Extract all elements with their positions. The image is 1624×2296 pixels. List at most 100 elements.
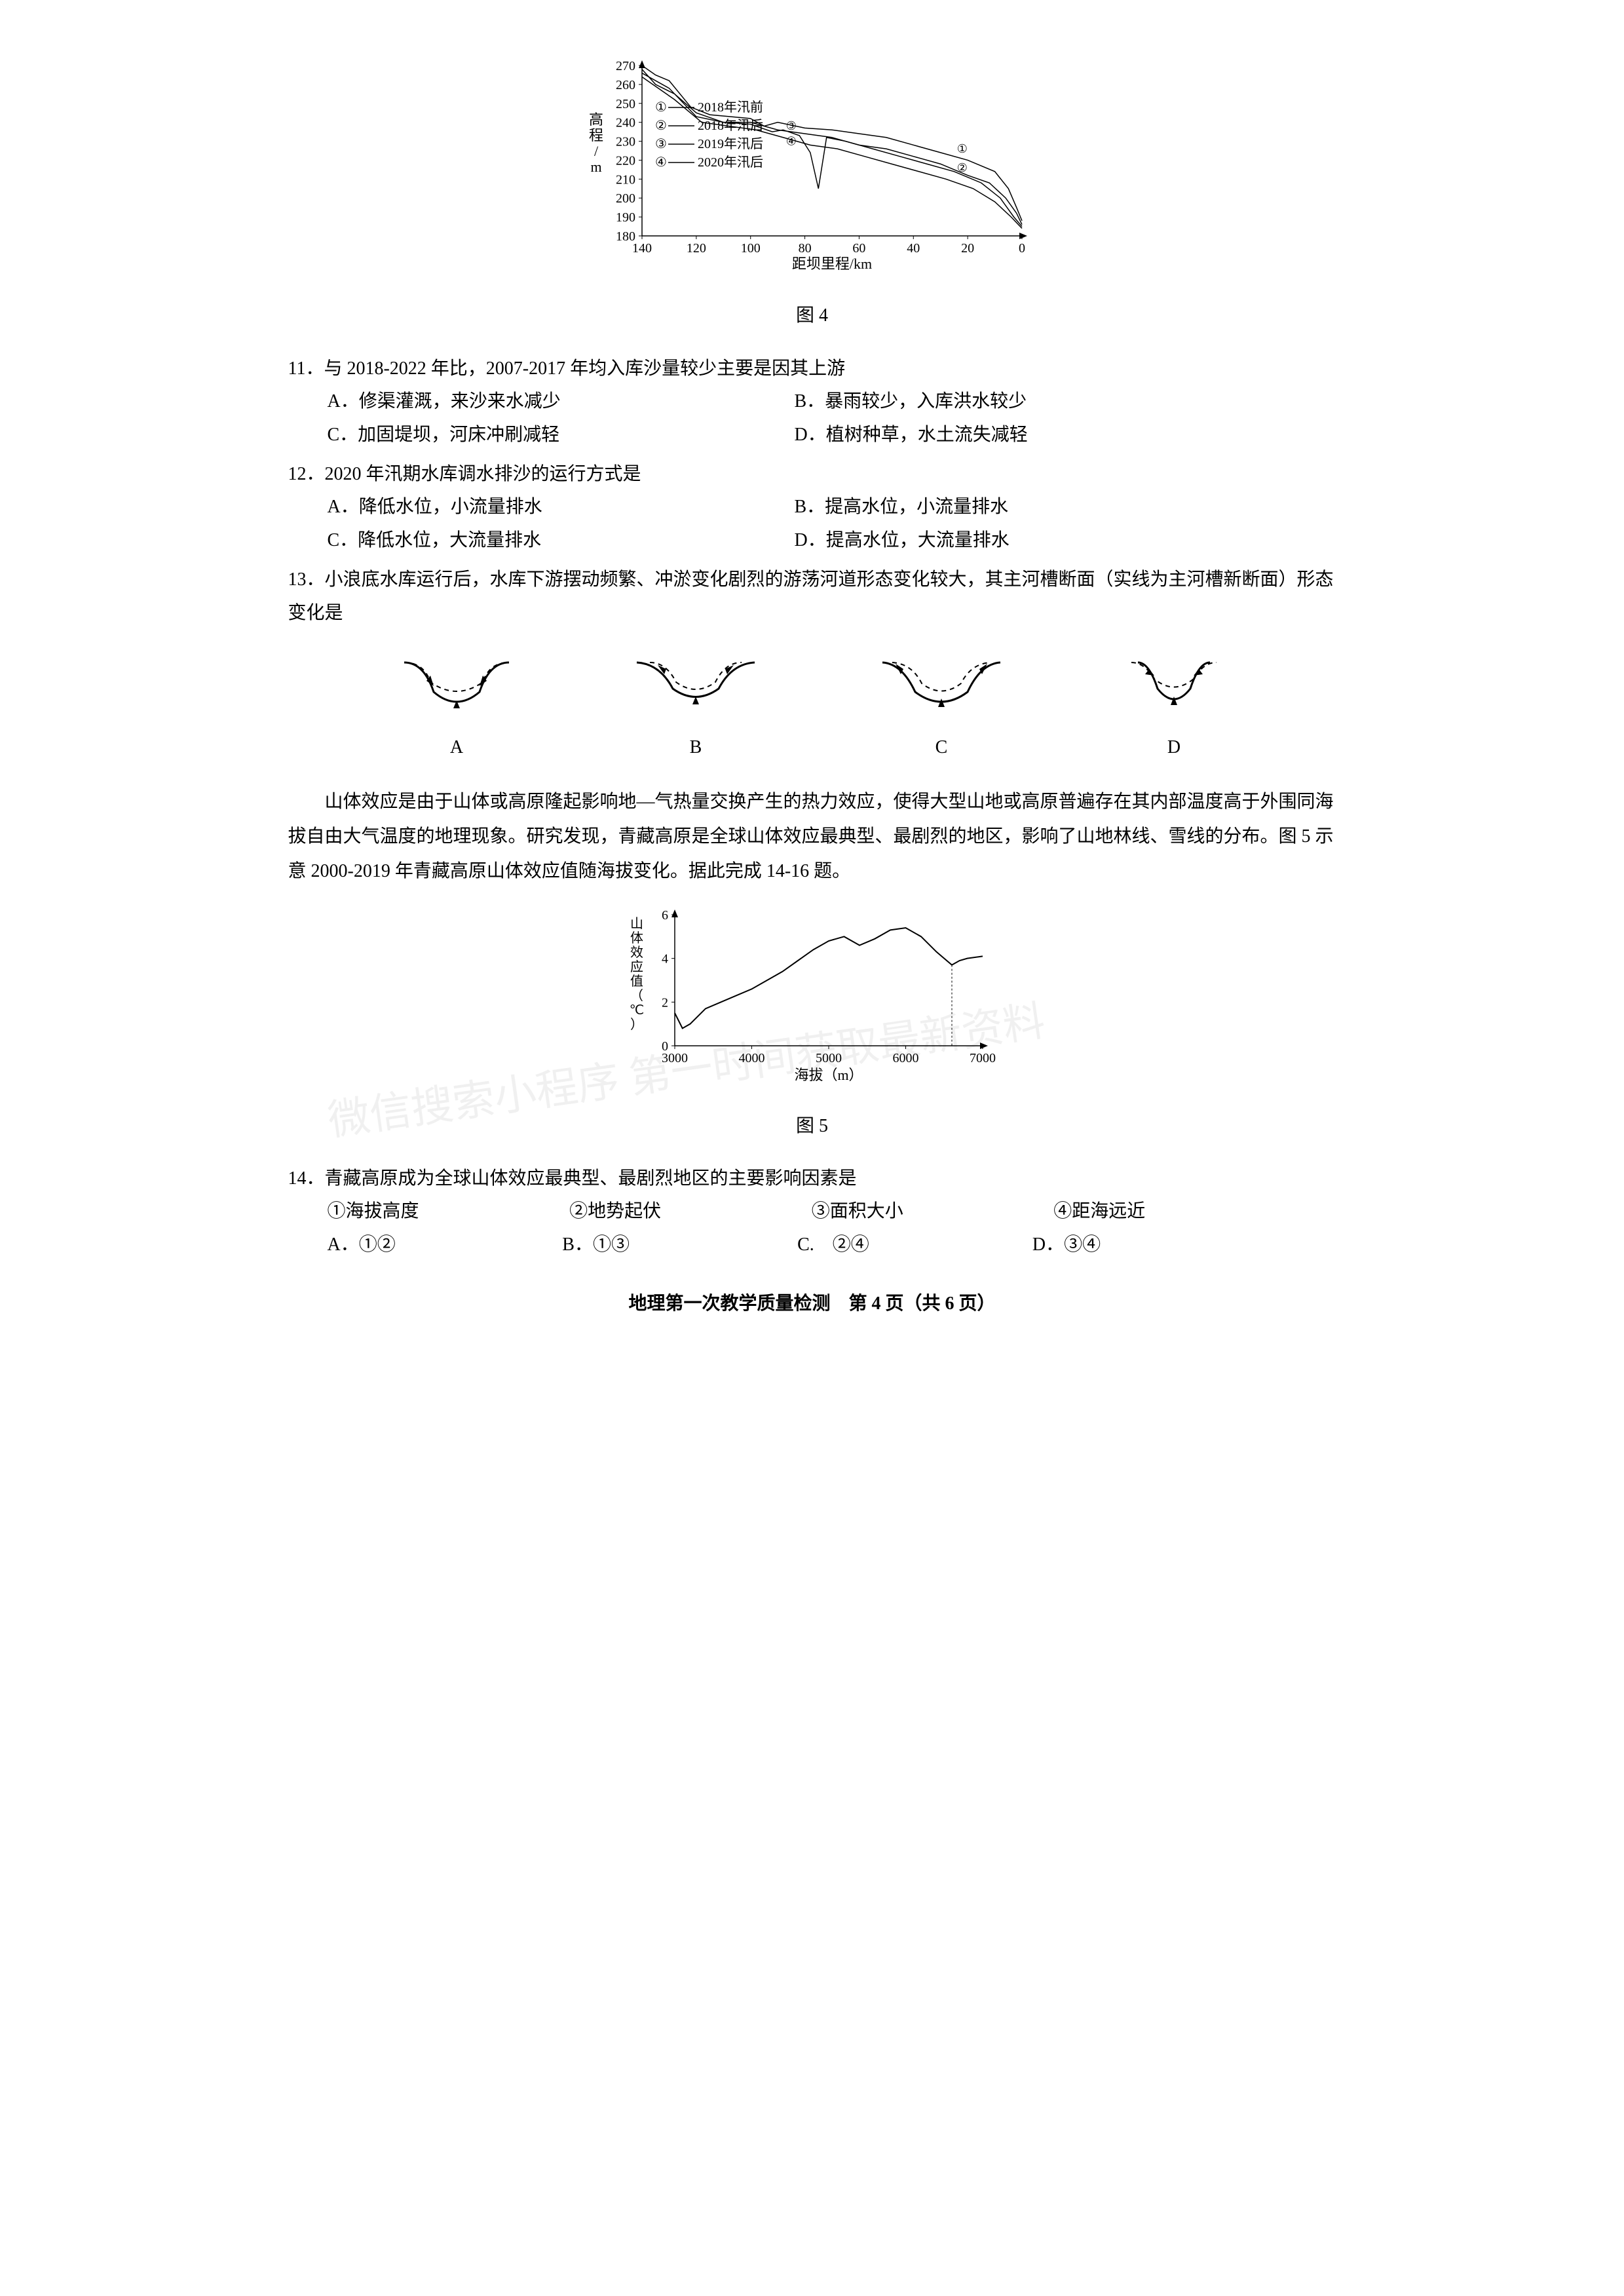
svg-text:②: ②	[956, 161, 967, 174]
q14-option-a: A．①②	[328, 1229, 563, 1261]
q14-items: ①海拔高度 ②地势起伏 ③面积大小 ④距海远近	[288, 1195, 1336, 1228]
svg-text:120: 120	[686, 241, 706, 256]
svg-text:0: 0	[1019, 241, 1025, 256]
svg-text:①: ①	[956, 142, 967, 155]
q13-stem: 13．小浪底水库运行后，水库下游摆动频繁、冲淤变化剧烈的游荡河道形态变化较大，其…	[288, 564, 1336, 630]
diagram-a: A	[398, 643, 516, 765]
svg-text:效: 效	[630, 945, 643, 960]
question-13: 13．小浪底水库运行后，水库下游摆动频繁、冲淤变化剧烈的游荡河道形态变化较大，其…	[288, 564, 1336, 765]
svg-text:海拔（m）: 海拔（m）	[794, 1067, 863, 1083]
svg-text:m: m	[590, 159, 601, 175]
svg-text:200: 200	[616, 191, 635, 206]
q11-option-c: C．加固堤坝，河床冲刷减轻	[328, 419, 795, 451]
q11-stem: 11．与 2018-2022 年比，2007-2017 年均入库沙量较少主要是因…	[288, 353, 1336, 385]
svg-text:应: 应	[630, 959, 643, 974]
q14-option-d: D．③④	[1032, 1229, 1268, 1261]
svg-text:100: 100	[740, 241, 760, 256]
svg-text:3000: 3000	[662, 1051, 688, 1065]
svg-text:270: 270	[616, 59, 635, 73]
diagram-c: C	[876, 643, 1007, 765]
svg-text:220: 220	[616, 153, 635, 168]
svg-text:/: /	[594, 143, 598, 159]
svg-text:5000: 5000	[816, 1051, 842, 1065]
svg-text:（: （	[630, 988, 643, 1003]
svg-text:60: 60	[852, 241, 865, 256]
diagram-b: B	[630, 643, 761, 765]
svg-text:④: ④	[785, 134, 796, 147]
chart2-caption: 图 5	[288, 1110, 1336, 1143]
chart2-container: 024630004000500060007000海拔（m）山体效应值（℃）	[288, 902, 1336, 1096]
q12-option-c: C．降低水位，大流量排水	[328, 524, 795, 557]
svg-text:20: 20	[961, 241, 974, 256]
q14-item-1: ①海拔高度	[328, 1195, 570, 1228]
diagram-c-label: C	[876, 731, 1007, 764]
svg-text:值: 值	[630, 974, 643, 989]
svg-text:40: 40	[907, 241, 920, 256]
q12-stem: 12．2020 年汛期水库调水排沙的运行方式是	[288, 458, 1336, 491]
svg-text:2018年汛后: 2018年汛后	[698, 118, 763, 133]
svg-text:高: 高	[588, 111, 603, 128]
svg-text:2020年汛后: 2020年汛后	[698, 155, 763, 170]
question-12: 12．2020 年汛期水库调水排沙的运行方式是 A．降低水位，小流量排水 B．提…	[288, 458, 1336, 557]
svg-text:7000: 7000	[970, 1051, 996, 1065]
svg-text:②: ②	[655, 119, 667, 133]
svg-text:2018年汛前: 2018年汛前	[698, 100, 763, 115]
q11-option-d: D．植树种草，水土流失减轻	[795, 419, 1262, 451]
svg-text:℃: ℃	[629, 1003, 643, 1018]
q13-diagrams: A B C	[341, 643, 1284, 765]
q14-stem: 14．青藏高原成为全球山体效应最典型、最剧烈地区的主要影响因素是	[288, 1162, 1336, 1195]
q12-option-d: D．提高水位，大流量排水	[795, 524, 1262, 557]
diagram-d: D	[1122, 643, 1226, 765]
q12-option-a: A．降低水位，小流量排水	[328, 491, 795, 524]
q11-options: A．修渠灌溉，来沙来水减少 B．暴雨较少，入库洪水较少 C．加固堤坝，河床冲刷减…	[288, 385, 1336, 451]
q14-option-b: B．①③	[562, 1229, 797, 1261]
q14-item-2: ②地势起伏	[569, 1195, 812, 1228]
svg-text:①: ①	[655, 100, 667, 115]
q11-option-a: A．修渠灌溉，来沙来水减少	[328, 385, 795, 418]
svg-text:6000: 6000	[892, 1051, 918, 1065]
q14-item-3: ③面积大小	[812, 1195, 1054, 1228]
diagram-b-label: B	[630, 731, 761, 764]
diagram-b-svg	[630, 643, 761, 715]
svg-text:程: 程	[588, 127, 603, 144]
q11-option-b: B．暴雨较少，入库洪水较少	[795, 385, 1262, 418]
chart1-container: 1801902002102202302402502602700204060801…	[288, 52, 1336, 286]
diagram-a-svg	[398, 643, 516, 715]
svg-text:体: 体	[630, 930, 643, 946]
svg-text:250: 250	[616, 97, 635, 111]
svg-text:④: ④	[655, 155, 667, 170]
svg-text:4: 4	[662, 952, 668, 966]
svg-text:6: 6	[662, 908, 668, 923]
question-14: 14．青藏高原成为全球山体效应最典型、最剧烈地区的主要影响因素是 ①海拔高度 ②…	[288, 1162, 1336, 1261]
svg-text:2: 2	[662, 996, 668, 1010]
svg-text:240: 240	[616, 116, 635, 130]
svg-text:260: 260	[616, 78, 635, 92]
svg-text:80: 80	[798, 241, 811, 256]
svg-text:230: 230	[616, 135, 635, 149]
diagram-a-label: A	[398, 731, 516, 764]
svg-text:③: ③	[785, 119, 796, 132]
svg-text:210: 210	[616, 172, 635, 187]
svg-text:4000: 4000	[738, 1051, 765, 1065]
page-footer: 地理第一次教学质量检测 第 4 页（共 6 页）	[288, 1288, 1336, 1320]
diagram-c-svg	[876, 643, 1007, 715]
passage-14-16: 山体效应是由于山体或高原隆起影响地—气热量交换产生的热力效应，使得大型山地或高原…	[288, 784, 1336, 889]
svg-text:）: ）	[630, 1017, 643, 1032]
svg-text:190: 190	[616, 210, 635, 225]
svg-text:③: ③	[655, 137, 667, 151]
diagram-d-svg	[1122, 643, 1226, 715]
chart1-caption: 图 4	[288, 299, 1336, 332]
q14-options: A．①② B．①③ C. ②④ D．③④	[288, 1229, 1336, 1261]
svg-text:2019年汛后: 2019年汛后	[698, 136, 763, 151]
svg-text:山: 山	[630, 916, 643, 931]
q14-option-c: C. ②④	[797, 1229, 1032, 1261]
q12-options: A．降低水位，小流量排水 B．提高水位，小流量排水 C．降低水位，大流量排水 D…	[288, 491, 1336, 557]
chart2-svg: 024630004000500060007000海拔（m）山体效应值（℃）	[622, 902, 1002, 1085]
chart1-svg: 1801902002102202302402502602700204060801…	[583, 52, 1042, 275]
q12-option-b: B．提高水位，小流量排水	[795, 491, 1262, 524]
q14-item-4: ④距海远近	[1053, 1195, 1296, 1228]
question-11: 11．与 2018-2022 年比，2007-2017 年均入库沙量较少主要是因…	[288, 353, 1336, 451]
svg-text:140: 140	[632, 241, 652, 256]
diagram-d-label: D	[1122, 731, 1226, 764]
svg-text:距坝里程/km: 距坝里程/km	[791, 256, 871, 272]
